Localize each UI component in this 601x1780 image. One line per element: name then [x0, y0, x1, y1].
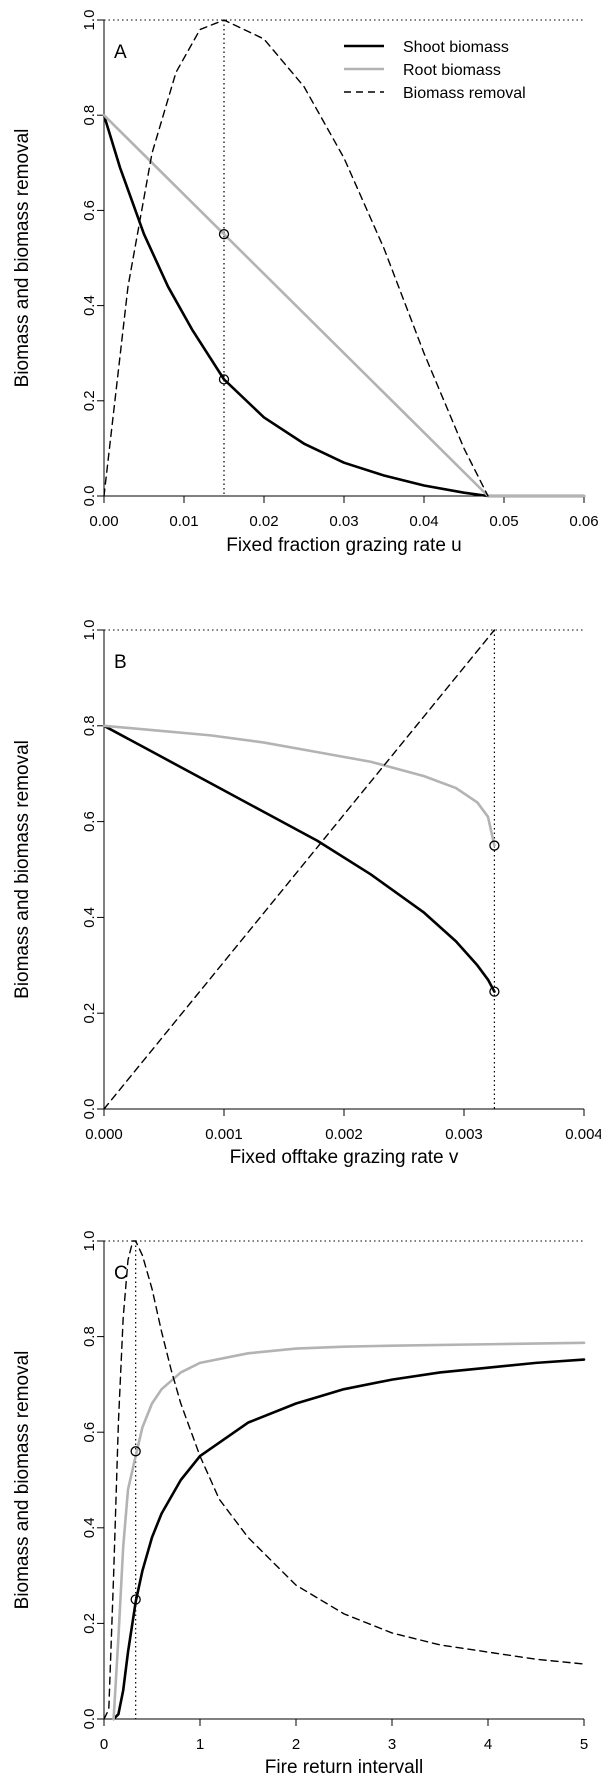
series-root-biomass: [102, 724, 496, 847]
x-tick-label: 0.003: [445, 1126, 483, 1143]
y-tick-label: 0.8: [81, 715, 98, 736]
optimum-marker: [218, 374, 230, 385]
optimum-marker: [130, 1446, 141, 1457]
y-tick-label: 0.0: [81, 1099, 98, 1120]
x-tick-label: 1: [196, 1736, 204, 1753]
y-tick-label: 1.0: [81, 1231, 98, 1252]
panel-c: 0 1 2 3 4 5 0.0 0.2 0.4 0.6 0.8 1.0 Fire return inte…: [12, 1231, 588, 1778]
y-axis-label: Biomass and biomass removal: [12, 740, 33, 999]
series-biomass-removal: [103, 1240, 585, 1720]
x-tick-label: 0.004: [565, 1126, 601, 1143]
series-shoot-biomass: [102, 724, 496, 993]
x-tick-label: 0.00: [89, 513, 118, 530]
y-tick-label: 1.0: [81, 10, 98, 31]
y-tick-label: 0.0: [81, 486, 98, 507]
legend-label-shoot-biomass: Shoot biomass: [403, 39, 509, 56]
y-tick-label: 0.6: [81, 200, 98, 221]
series-shoot-biomass: [102, 113, 586, 498]
x-tick-label: 5: [580, 1736, 588, 1753]
optimum-marker: [218, 229, 230, 240]
x-tick-label: 3: [388, 1736, 396, 1753]
panel-a: 0.00 0.01 0.02 0.03 0.04 0.05 0.06 0.0 0.2 0.4 0.6…: [12, 10, 599, 556]
series-biomass-removal: [103, 629, 496, 1110]
y-axis-label: Biomass and biomass removal: [12, 1351, 33, 1610]
x-tick-label: 0.002: [325, 1126, 363, 1143]
x-tick-label: 0.06: [569, 513, 598, 530]
x-tick-label: 0.03: [329, 513, 358, 530]
y-tick-label: 0.4: [81, 295, 98, 316]
legend-label-biomass-removal: Biomass removal: [403, 85, 526, 102]
panel-b: 0.000 0.001 0.002 0.003 0.004 0.0 0.2 0.4 0.6 0.8…: [12, 620, 601, 1168]
y-tick-label: 1.0: [81, 620, 98, 641]
y-tick-label: 0.6: [81, 1422, 98, 1443]
x-tick-label: 0.000: [85, 1126, 123, 1143]
panel-label: A: [114, 42, 127, 63]
series-shoot-biomass: [112, 1358, 586, 1721]
optimum-marker: [130, 1594, 141, 1605]
x-tick-label: 0.01: [169, 513, 198, 530]
legend-label-root-biomass: Root biomass: [403, 62, 501, 79]
series-root-biomass: [102, 113, 586, 498]
x-tick-label: 2: [292, 1736, 300, 1753]
y-tick-label: 0.0: [81, 1709, 98, 1730]
legend: Shoot biomass Root biomass Biomass removal: [344, 39, 526, 102]
x-tick-label: 0.001: [205, 1126, 243, 1143]
y-tick-label: 0.4: [81, 1517, 98, 1538]
optimum-marker: [489, 986, 500, 997]
y-tick-label: 0.6: [81, 811, 98, 832]
series-root-biomass: [112, 1341, 586, 1721]
x-tick-label: 0.02: [249, 513, 278, 530]
y-tick-label: 0.2: [81, 390, 98, 411]
x-tick-label: 4: [484, 1736, 492, 1753]
y-tick-label: 0.2: [81, 1003, 98, 1024]
x-axis-label: Fixed offtake grazing rate v: [230, 1147, 459, 1168]
y-tick-label: 0.4: [81, 907, 98, 928]
x-axis-label: Fixed fraction grazing rate u: [226, 535, 462, 556]
x-tick-label: 0.04: [409, 513, 438, 530]
panel-label: C: [114, 1263, 128, 1284]
x-tick-label: 0.05: [489, 513, 518, 530]
x-axis-label: Fire return intervall: [265, 1757, 423, 1778]
y-tick-label: 0.8: [81, 105, 98, 126]
series-biomass-removal: [103, 19, 489, 497]
y-tick-label: 0.2: [81, 1613, 98, 1634]
optimum-marker: [489, 840, 500, 851]
y-tick-label: 0.8: [81, 1326, 98, 1347]
panel-label: B: [114, 652, 127, 673]
y-axis-label: Biomass and biomass removal: [12, 129, 33, 388]
x-tick-label: 0: [100, 1736, 108, 1753]
